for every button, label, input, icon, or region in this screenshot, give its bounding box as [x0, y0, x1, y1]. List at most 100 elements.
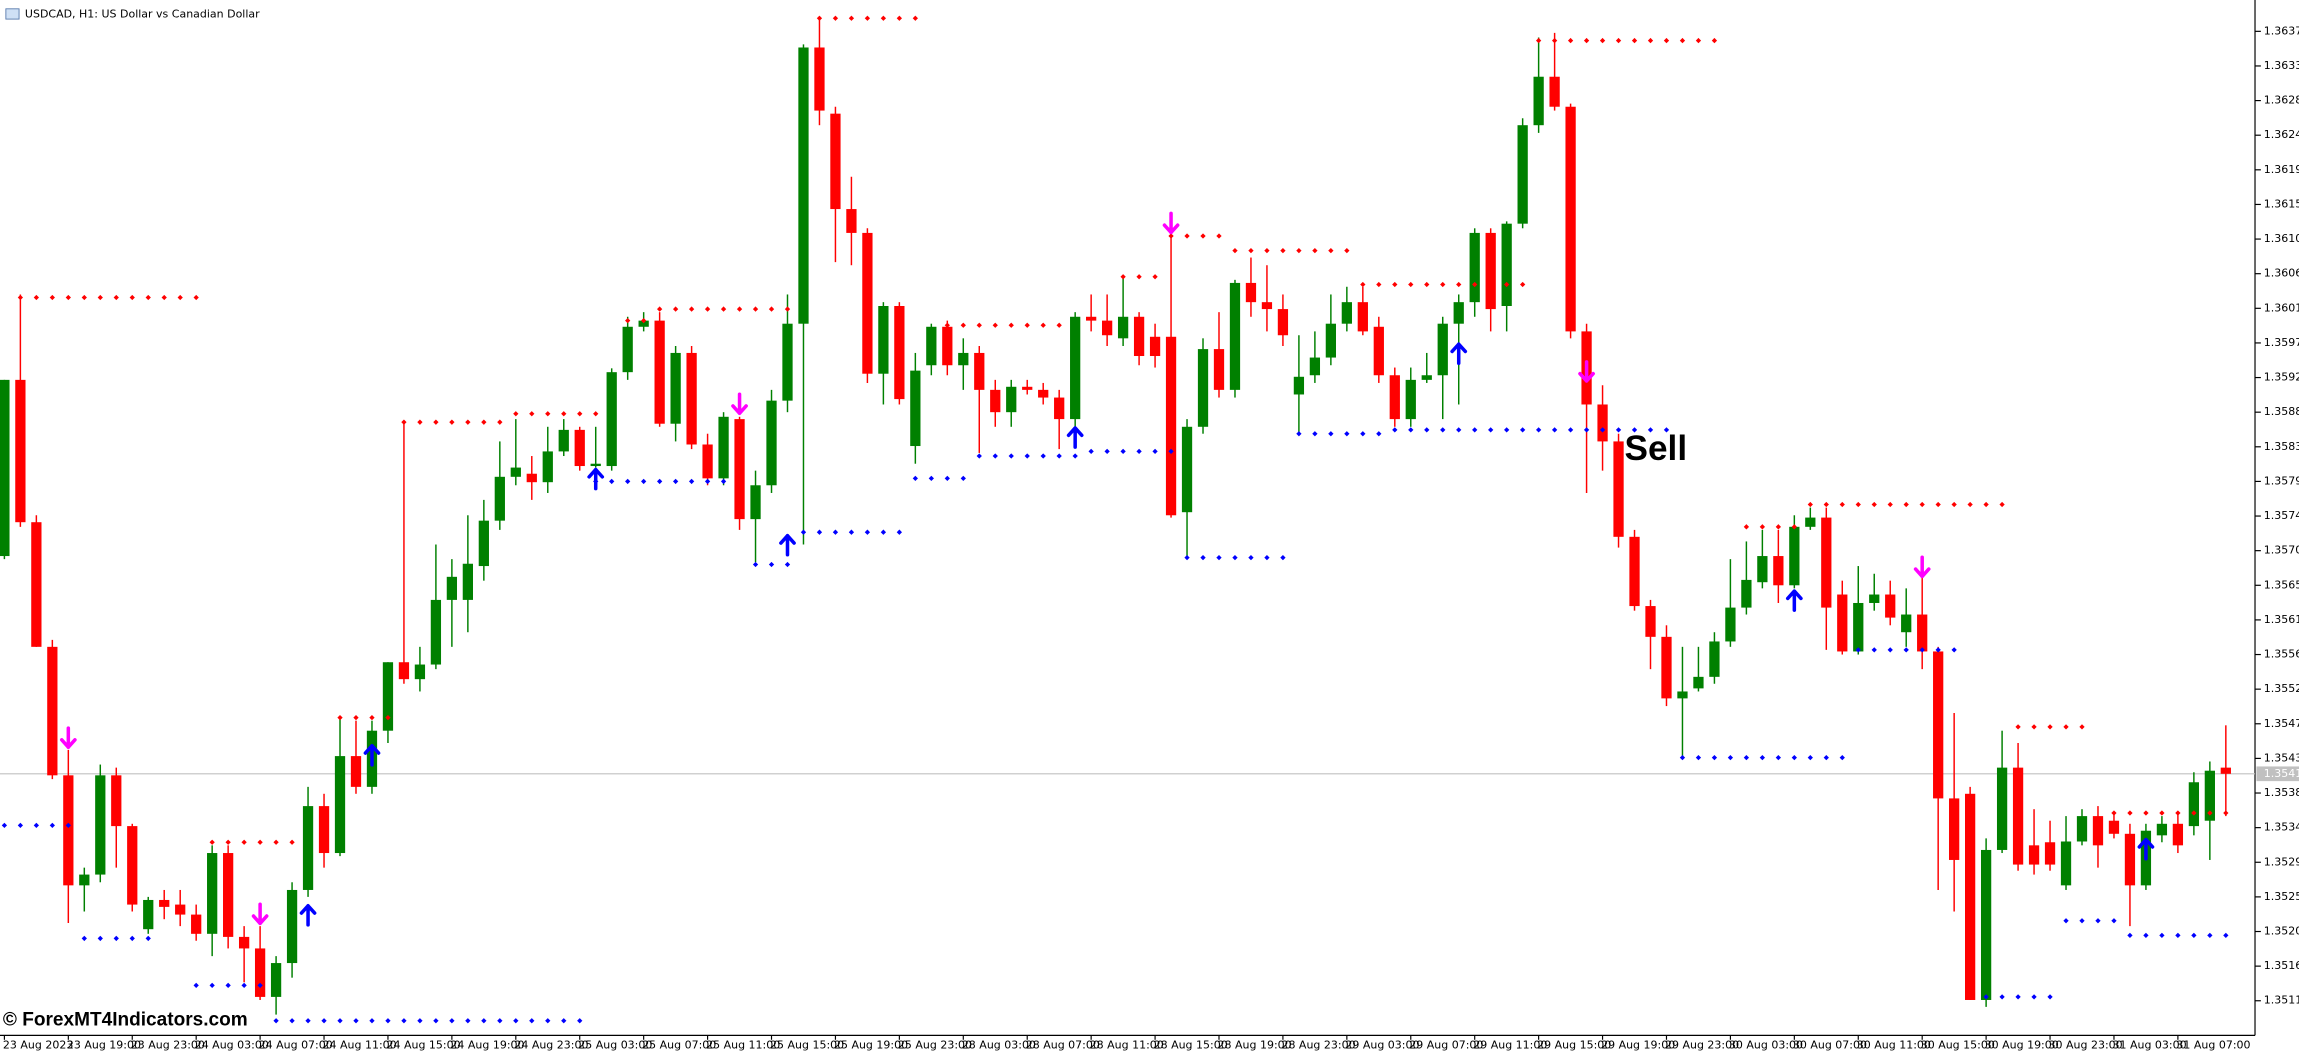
candle-body — [1901, 614, 1912, 633]
candle-body — [1805, 517, 1816, 527]
resistance-dot — [1232, 247, 1238, 254]
support-dot — [2015, 994, 2021, 1000]
y-tick-label: 1.35655 — [2264, 578, 2299, 591]
support-dot — [2175, 932, 2181, 939]
support-dot — [2127, 932, 2133, 939]
resistance-dot — [1280, 247, 1286, 254]
support-dot — [257, 982, 263, 989]
resistance-dot — [513, 411, 519, 417]
candle-body — [1133, 316, 1145, 357]
candle-body — [175, 904, 186, 915]
candle-body — [318, 806, 330, 854]
x-tick-label: 25 Aug 15:00 — [770, 1039, 844, 1052]
candle-body — [1933, 651, 1944, 799]
support-dot — [1823, 754, 1829, 761]
candle-body — [15, 379, 26, 523]
candle-body — [254, 948, 266, 997]
buy-signals-arrow — [1066, 426, 1084, 449]
support-dot — [1024, 453, 1030, 459]
support-dot — [1615, 427, 1622, 433]
candle-body — [814, 47, 825, 111]
candle-body — [2028, 845, 2040, 865]
candle-body — [846, 209, 857, 233]
resistance-dot — [1583, 37, 1590, 44]
support-dot — [1040, 453, 1046, 459]
support-dot — [1807, 754, 1813, 761]
resistance-dot — [848, 15, 855, 21]
candle-body — [862, 232, 873, 374]
candle-body — [958, 352, 969, 366]
resistance-dot — [1935, 501, 1941, 508]
x-tick-label: 24 Aug 03:00 — [195, 1039, 269, 1052]
support-dot — [864, 529, 871, 535]
x-tick-label: 23 Aug 23:00 — [131, 1039, 205, 1052]
candle-body — [1613, 441, 1624, 537]
support-dot — [641, 478, 647, 485]
resistance-dot — [1551, 37, 1558, 44]
resistance-dot — [1440, 281, 1446, 288]
support-dot — [241, 982, 247, 989]
candle-body — [270, 963, 282, 997]
resistance-dot — [1248, 247, 1254, 254]
candle-body — [478, 520, 489, 567]
resistance-dot — [784, 306, 791, 312]
resistance-dot — [481, 419, 487, 425]
support-dot — [672, 478, 679, 485]
support-dot — [1200, 554, 1206, 561]
candle-body — [1565, 106, 1576, 332]
resistance-dot — [1679, 37, 1686, 44]
y-tick-label: 1.35385 — [2264, 786, 2299, 799]
support-dot — [81, 935, 87, 942]
resistance-dot — [1168, 233, 1174, 239]
candle-body — [494, 476, 505, 521]
resistance-dot — [1472, 281, 1478, 288]
candle-body — [606, 372, 617, 467]
resistance-dot — [353, 714, 359, 721]
candle-body — [223, 853, 234, 937]
sell-signals-arrow — [1913, 555, 1931, 579]
resistance-dot — [177, 294, 183, 301]
y-tick-label: 1.36285 — [2264, 94, 2299, 107]
candle-body — [1469, 232, 1480, 303]
candle-body — [1389, 375, 1400, 420]
candle-body — [910, 370, 921, 447]
y-tick-label: 1.36105 — [2264, 232, 2299, 245]
y-tick-label: 1.35610 — [2264, 613, 2299, 626]
candle-body — [207, 853, 218, 934]
support-dot — [2095, 918, 2101, 924]
candle-body — [1757, 556, 1768, 583]
x-tick-label: 25 Aug 23:00 — [898, 1039, 972, 1052]
x-tick-label: 28 Aug 07:00 — [1026, 1039, 1100, 1052]
candle-body — [974, 352, 985, 390]
support-dot — [1088, 448, 1094, 455]
support-dot — [1535, 427, 1542, 433]
candle-body — [1245, 282, 1257, 303]
support-dot — [625, 478, 631, 485]
resistance-dot — [369, 714, 375, 721]
resistance-dot — [1807, 501, 1813, 508]
candle-body — [1549, 76, 1560, 107]
x-tick-label: 30 Aug 07:00 — [1793, 1039, 1867, 1052]
support-dot — [960, 475, 966, 481]
resistance-dot — [161, 294, 167, 301]
candle-body — [1821, 517, 1832, 608]
resistance-dot — [1775, 524, 1781, 530]
resistance-dot — [832, 15, 839, 21]
support-dot — [800, 529, 807, 535]
y-tick-label: 1.36015 — [2264, 301, 2299, 314]
candle-body — [95, 775, 106, 875]
y-tick-label: 1.35430 — [2264, 751, 2299, 764]
support-dot — [657, 478, 663, 485]
y-tick-label: 1.36330 — [2264, 59, 2299, 72]
support-dot — [1903, 647, 1909, 653]
x-tick-label: 24 Aug 11:00 — [323, 1039, 397, 1052]
x-tick-label: 29 Aug 11:00 — [1473, 1039, 1547, 1052]
candle-body — [31, 522, 42, 647]
resistance-dot — [1008, 322, 1014, 328]
resistance-dot — [1839, 501, 1845, 508]
candle-body — [1293, 376, 1305, 395]
candle-body — [1373, 326, 1384, 376]
resistance-dot — [1184, 233, 1190, 239]
candle-body — [1038, 389, 1049, 398]
support-dot — [1328, 431, 1334, 437]
